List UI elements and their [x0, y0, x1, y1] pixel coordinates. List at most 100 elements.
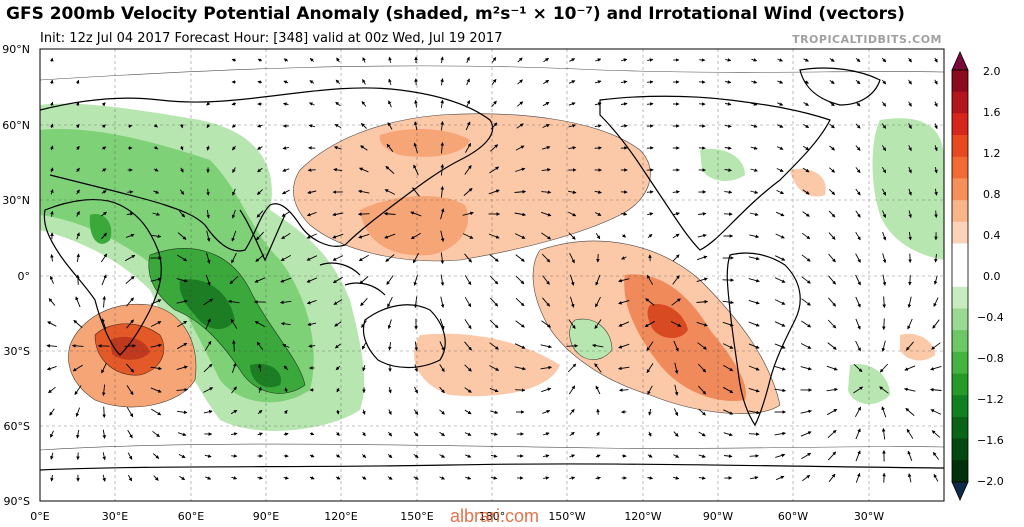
wind-vector [153, 168, 159, 172]
wind-vector [255, 254, 265, 262]
wind-vector [934, 123, 938, 130]
wind-vector [439, 476, 446, 480]
wind-vector [908, 210, 912, 219]
wind-vector [722, 343, 734, 349]
wind-vector [515, 145, 525, 151]
wind-vector [595, 274, 601, 286]
wind-vector [855, 167, 861, 174]
wind-vector [464, 297, 472, 308]
wind-vector [152, 430, 160, 438]
wind-vector [180, 124, 184, 129]
wind-vector [464, 387, 472, 393]
wind-vector [464, 253, 472, 263]
wind-vector [801, 232, 811, 240]
wind-vector [933, 275, 938, 285]
wind-vector [648, 431, 652, 437]
wind-vector [256, 341, 264, 351]
wind-vector [515, 254, 525, 262]
wind-vector [231, 362, 237, 373]
wind-vector [357, 212, 370, 216]
wind-vector [855, 318, 861, 330]
wind-vector [748, 256, 760, 261]
wind-vector [336, 432, 340, 437]
wind-vector [828, 275, 836, 285]
wind-vector [775, 233, 785, 239]
wind-vector [440, 142, 445, 154]
wind-vector [750, 476, 759, 480]
wind-vector [541, 387, 552, 393]
wind-vector [76, 253, 80, 263]
wind-vector [491, 57, 497, 63]
wind-vector [542, 275, 550, 285]
wind-vector [258, 386, 262, 393]
wind-vector [257, 476, 263, 480]
wind-vector [698, 408, 706, 416]
wind-vector [907, 318, 913, 330]
wind-vector [933, 473, 939, 482]
wind-vector [774, 388, 786, 393]
negative-anomaly-na-spot [700, 148, 745, 182]
wind-vector [307, 190, 317, 195]
wind-vector [827, 451, 837, 461]
wind-vector [514, 212, 526, 217]
wind-vector [283, 476, 289, 480]
wind-vector [800, 431, 812, 437]
wind-vector [256, 210, 264, 218]
wind-vector [802, 211, 810, 217]
wind-vector [413, 409, 419, 415]
wind-vector [569, 454, 576, 458]
wind-vector [310, 431, 315, 436]
wind-vector [514, 343, 526, 349]
wind-vector [568, 211, 577, 217]
wind-vector [540, 211, 552, 217]
wind-vector [358, 233, 370, 239]
wind-vector [569, 408, 575, 415]
wind-vector [748, 299, 760, 305]
wind-vector [566, 344, 579, 348]
wind-vector [281, 211, 291, 217]
wind-vector [463, 188, 473, 196]
wind-vector [412, 252, 420, 264]
wind-vector [76, 167, 80, 173]
wind-vector [439, 454, 446, 458]
lon-label: 180° [479, 510, 506, 523]
wind-vector [127, 474, 133, 482]
wind-vector [101, 190, 107, 194]
wind-vector [101, 146, 107, 151]
wind-vector [826, 365, 838, 371]
colorbar-cell [952, 178, 968, 201]
wind-vector [150, 343, 162, 348]
wind-vector [176, 278, 188, 283]
wind-vector [180, 167, 184, 173]
wind-vector [124, 344, 137, 348]
wind-vector [516, 123, 524, 129]
wind-vector [388, 56, 392, 63]
wind-vector [388, 78, 392, 86]
wind-vector [362, 78, 366, 85]
wind-vector [722, 321, 734, 327]
wind-vector [803, 102, 810, 106]
wind-vector [50, 452, 54, 460]
wind-vector [384, 189, 396, 195]
wind-vector [281, 189, 290, 195]
wind-vector [908, 123, 912, 130]
wind-vector [151, 234, 162, 239]
wind-vector [906, 428, 914, 439]
wind-vector [908, 79, 912, 85]
wind-vector [540, 344, 552, 349]
wind-vector [76, 274, 80, 285]
wind-vector [934, 79, 938, 85]
wind-vector [749, 212, 759, 217]
wind-vector [829, 145, 835, 151]
lat-label: 60°N [2, 119, 30, 132]
wind-vector [569, 296, 575, 308]
wind-vector [905, 408, 915, 416]
wind-vector [440, 274, 445, 286]
wind-vector [724, 146, 732, 150]
wind-vector [802, 167, 810, 173]
wind-vector [751, 58, 758, 62]
wind-vector [934, 57, 938, 63]
colorbar-cell [952, 373, 968, 396]
wind-vector [934, 253, 938, 263]
wind-vector [413, 296, 418, 309]
